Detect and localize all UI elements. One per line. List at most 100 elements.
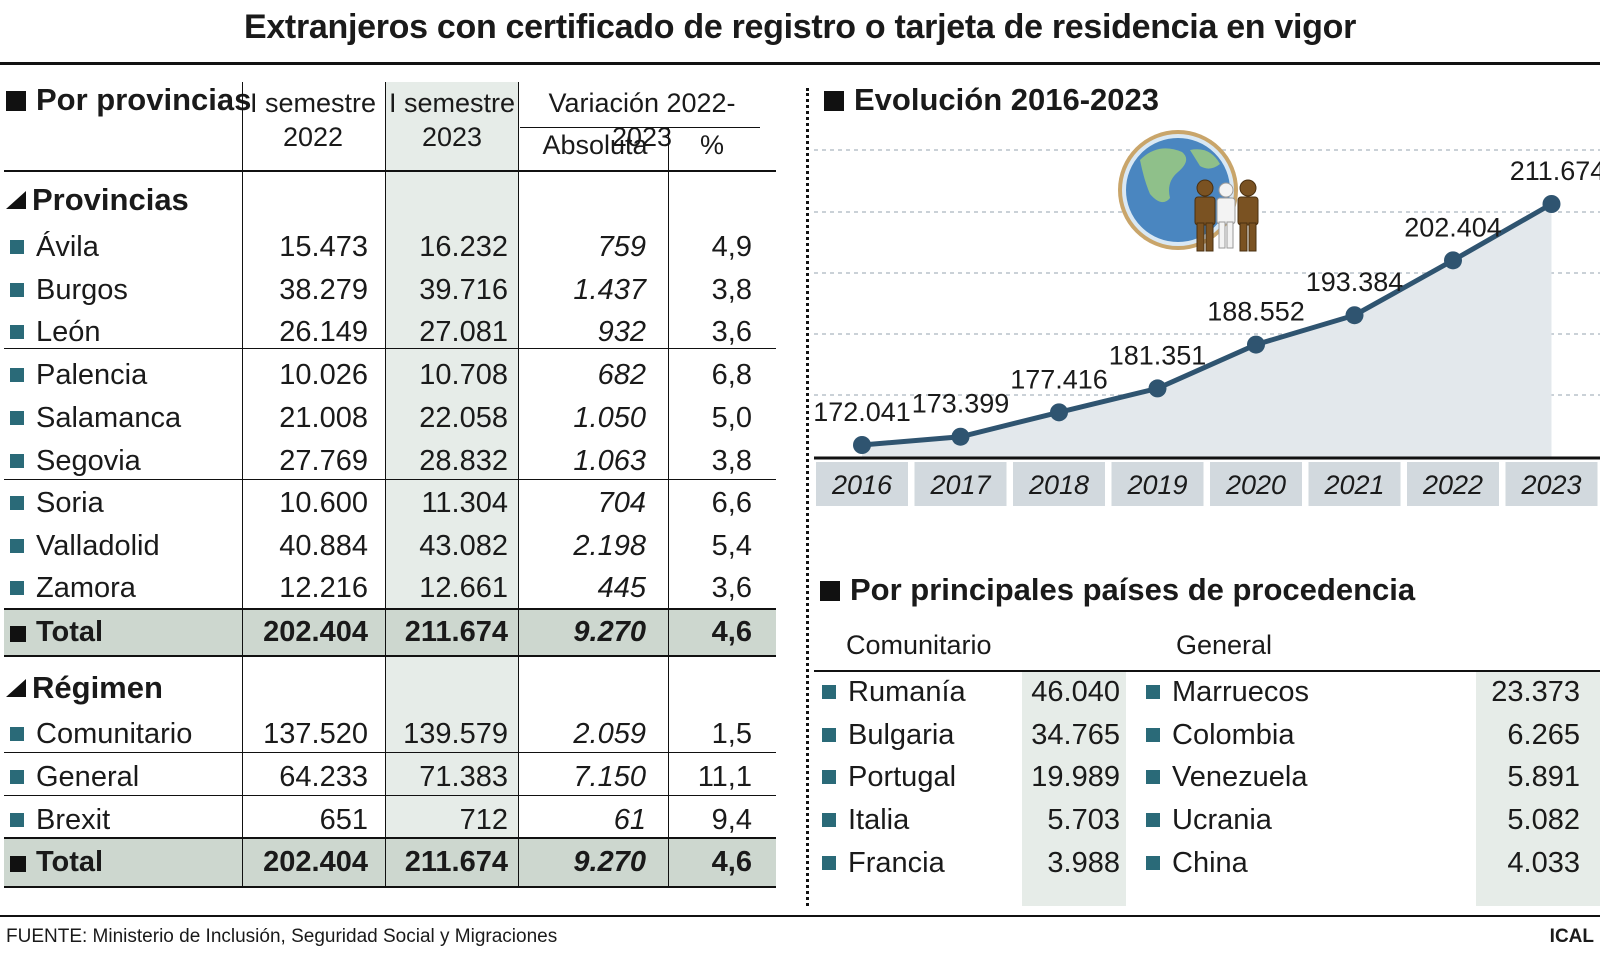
bullet-icon xyxy=(10,813,24,827)
value-2023: 139.579 xyxy=(403,718,508,750)
row-divider xyxy=(4,170,776,172)
total-label: Total xyxy=(10,841,103,884)
value-pct: 3,8 xyxy=(711,274,752,306)
section-divider xyxy=(806,88,809,906)
value-absoluta: 1.437 xyxy=(573,274,646,306)
comunitario-header: Comunitario xyxy=(846,630,992,660)
row-divider xyxy=(4,752,776,753)
area-fill xyxy=(862,204,1552,458)
bullet-icon xyxy=(1146,856,1160,870)
value-absoluta: 704 xyxy=(597,487,646,519)
value-absoluta: 682 xyxy=(597,359,646,391)
bullet-icon xyxy=(10,283,24,297)
row-label: Valladolid xyxy=(10,525,160,568)
data-point xyxy=(1345,306,1364,325)
x-tick-box xyxy=(1505,462,1598,506)
bullet-icon xyxy=(1146,728,1160,742)
bullet-icon xyxy=(10,727,24,741)
x-tick-box xyxy=(914,462,1007,506)
general-value: 5.082 xyxy=(1507,804,1580,836)
bullet-icon xyxy=(822,813,836,827)
value-pct: 1,5 xyxy=(711,718,752,750)
x-tick-label: 2019 xyxy=(1126,470,1187,500)
data-label: 177.416 xyxy=(1010,364,1108,394)
data-point xyxy=(1050,403,1068,422)
row-divider xyxy=(4,608,776,610)
source-footer: FUENTE: Ministerio de Inclusión, Segurid… xyxy=(6,926,558,947)
data-point xyxy=(1542,195,1561,213)
general-country: Ucrania xyxy=(1146,799,1272,842)
general-country: China xyxy=(1146,842,1248,885)
comunitario-value-shade xyxy=(1022,672,1126,906)
value-2022: 202.404 xyxy=(263,846,368,878)
data-label: 193.384 xyxy=(1306,267,1404,297)
row-label: Comunitario xyxy=(10,713,192,756)
group-provincias-label: Provincias xyxy=(6,182,189,218)
value-absoluta: 61 xyxy=(613,804,646,836)
value-2023: 11.304 xyxy=(421,487,508,519)
bullet-icon xyxy=(10,454,24,468)
value-pct: 4,9 xyxy=(711,231,752,263)
x-tick-box xyxy=(1013,462,1105,506)
value-2022: 27.769 xyxy=(279,445,368,477)
row-label: Segovia xyxy=(10,440,141,483)
value-2023: 16.232 xyxy=(419,231,508,263)
x-tick-box xyxy=(1210,462,1302,506)
x-tick-label: 2021 xyxy=(1323,470,1384,500)
bullet-icon xyxy=(822,728,836,742)
bullet-icon xyxy=(10,240,24,254)
bullet-icon xyxy=(10,581,24,595)
value-pct: 4,6 xyxy=(711,846,752,878)
bullet-icon xyxy=(10,496,24,510)
data-label: 202.404 xyxy=(1404,212,1502,242)
value-2023: 22.058 xyxy=(419,402,508,434)
x-tick-label: 2017 xyxy=(929,470,991,500)
general-value: 4.033 xyxy=(1507,847,1580,879)
square-icon xyxy=(10,856,26,872)
value-2022: 38.279 xyxy=(279,274,368,306)
x-tick-box xyxy=(1111,462,1204,506)
triangle-icon xyxy=(6,679,26,697)
general-value: 23.373 xyxy=(1491,676,1580,708)
value-pct: 11,1 xyxy=(697,761,752,793)
comunitario-value: 3.988 xyxy=(1047,847,1120,879)
value-2023: 71.383 xyxy=(419,761,508,793)
bullet-icon xyxy=(822,770,836,784)
general-value: 5.891 xyxy=(1507,761,1580,793)
col-divider xyxy=(242,82,243,886)
series-line xyxy=(861,201,1553,448)
row-label: Salamanca xyxy=(10,397,181,440)
bullet-icon xyxy=(10,325,24,339)
header-2022: I semestre 2022 xyxy=(249,88,377,152)
evolution-section-title: Evolución 2016-2023 xyxy=(824,82,1159,118)
col-divider xyxy=(385,82,386,886)
comunitario-value: 5.703 xyxy=(1047,804,1120,836)
comunitario-value: 34.765 xyxy=(1031,719,1120,751)
row-label: Ávila xyxy=(10,226,99,269)
general-country: Venezuela xyxy=(1146,756,1307,799)
header-2023: I semestre 2023 xyxy=(388,88,516,152)
bullet-icon xyxy=(10,368,24,382)
value-absoluta: 9.270 xyxy=(573,846,646,878)
value-2023: 28.832 xyxy=(419,445,508,477)
value-pct: 6,8 xyxy=(711,359,752,391)
value-absoluta: 445 xyxy=(597,572,646,604)
value-2022: 12.216 xyxy=(279,572,368,604)
value-2023: 10.708 xyxy=(419,359,508,391)
value-2022: 40.884 xyxy=(279,530,368,562)
comunitario-value: 46.040 xyxy=(1031,676,1120,708)
value-2022: 202.404 xyxy=(263,616,368,648)
bullet-icon xyxy=(1146,813,1160,827)
paises-section-title: Por principales países de procedencia xyxy=(820,572,1415,608)
general-value-shade xyxy=(1476,672,1600,906)
value-absoluta: 932 xyxy=(597,316,646,348)
row-label: General xyxy=(10,756,139,799)
value-2022: 10.600 xyxy=(279,487,368,519)
comunitario-value: 19.989 xyxy=(1031,761,1120,793)
value-2022: 21.008 xyxy=(279,402,368,434)
data-point xyxy=(853,436,871,454)
row-label: Soria xyxy=(10,482,104,525)
square-icon xyxy=(820,581,840,601)
header-absoluta: Absoluta xyxy=(542,130,648,160)
bullet-icon xyxy=(10,539,24,553)
